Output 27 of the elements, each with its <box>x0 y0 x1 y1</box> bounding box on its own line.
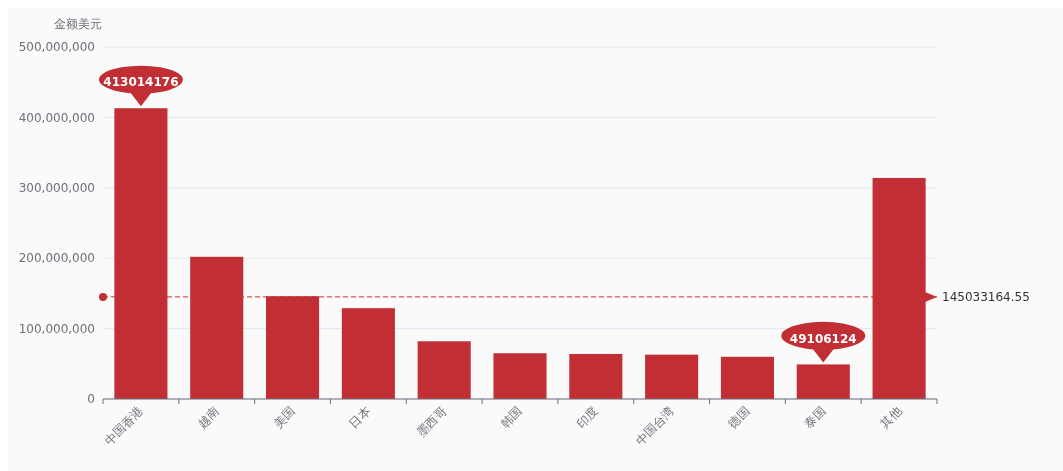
bar <box>645 354 699 399</box>
bar <box>569 353 623 399</box>
x-tick-label: 泰国 <box>801 404 829 432</box>
x-tick-label: 越南 <box>194 404 222 432</box>
x-tick-label: 其他 <box>877 404 905 432</box>
x-tick-label: 印度 <box>574 404 601 432</box>
y-tick-label: 500,000,000 <box>18 40 95 55</box>
x-tick-label: 中国台湾 <box>632 404 677 449</box>
x-tick-label: 德国 <box>725 404 753 432</box>
x-tick-label: 韩国 <box>498 404 526 432</box>
x-tick-label: 墨西哥 <box>413 404 450 440</box>
bar <box>493 353 547 399</box>
y-axis-title: 金额美元 <box>54 17 102 31</box>
annotation: 413014176 <box>103 75 179 90</box>
bar <box>720 356 774 399</box>
y-tick-label: 0 <box>87 392 95 407</box>
annotation: 49106124 <box>789 331 857 346</box>
bar <box>417 341 471 399</box>
y-tick-label: 400,000,000 <box>18 110 95 125</box>
y-tick-label: 200,000,000 <box>18 251 95 266</box>
ref-line-label: 145033164.55 <box>942 290 1030 305</box>
x-tick-label: 中国香港 <box>102 404 146 449</box>
x-tick-label: 美国 <box>270 404 298 432</box>
y-tick-label: 300,000,000 <box>18 181 95 195</box>
y-tick-label: 100,000,000 <box>18 321 95 336</box>
x-tick-label: 日本 <box>346 404 374 432</box>
bar <box>341 308 395 399</box>
